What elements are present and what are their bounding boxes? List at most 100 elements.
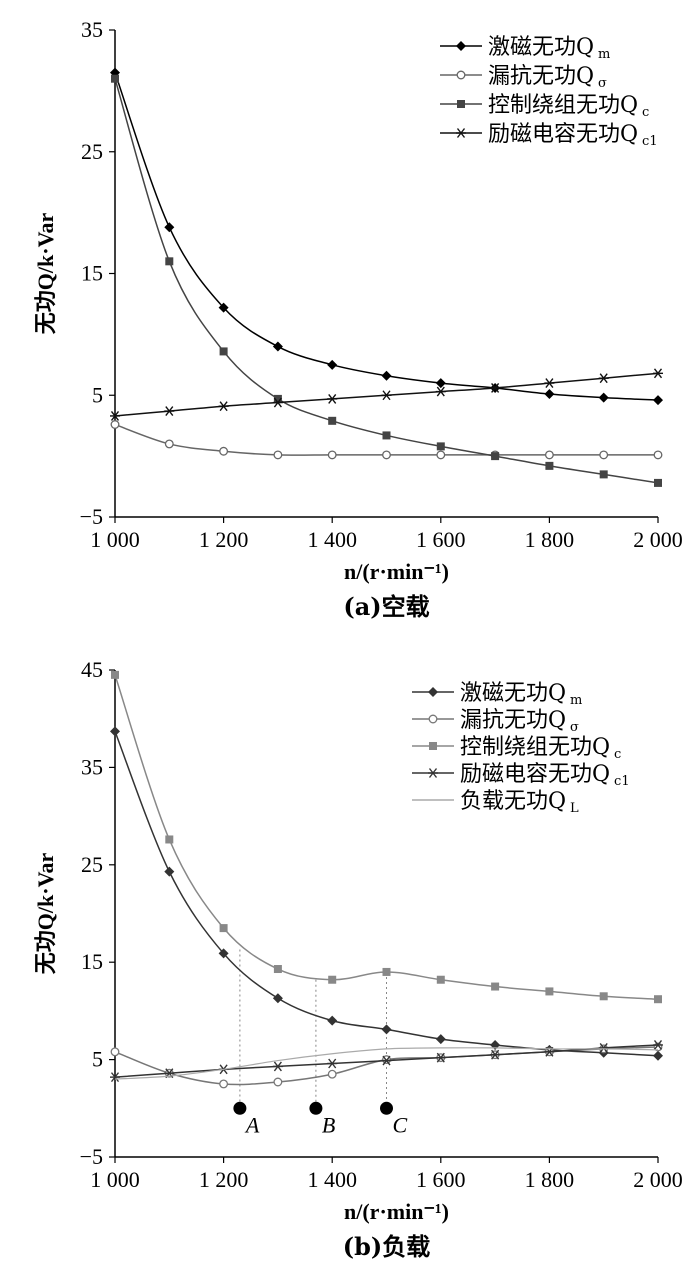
chart-b: −5 5 15 25 35 45 1 000 1 200 1 400 1 600 1 800 2 00… (33, 657, 683, 1261)
data-point (218, 401, 229, 412)
data-point (272, 993, 283, 1004)
data-point (598, 392, 609, 403)
data-point (273, 965, 282, 974)
legend-marker (428, 687, 438, 697)
data-point (653, 395, 663, 406)
data-point (219, 347, 228, 356)
legend-name: 激磁无功Q (460, 681, 566, 706)
legend-subscript: m (570, 693, 582, 708)
data-point (110, 411, 120, 421)
chart-caption: (a)空载 (343, 592, 429, 621)
series-4 (114, 1047, 659, 1080)
legend-marker (429, 742, 437, 750)
data-point (435, 1052, 446, 1063)
annotation-point (380, 1101, 393, 1115)
data-point (327, 359, 338, 370)
legend-subscript: c (642, 105, 649, 120)
x-tick-label: 1 000 (90, 527, 140, 552)
data-point (382, 967, 391, 976)
data-point (598, 1042, 609, 1053)
data-point (164, 866, 175, 877)
legend-marker (456, 41, 466, 51)
data-point (544, 378, 555, 389)
data-point (165, 835, 174, 844)
y-tick-label: 45 (81, 657, 103, 682)
data-point (110, 420, 120, 429)
legend-subscript: c (614, 747, 621, 762)
data-point (110, 1047, 120, 1057)
x-tick-label: 2 000 (633, 527, 683, 552)
series-3 (110, 1040, 663, 1083)
x-axis-label: n/(r·min⁻¹) (344, 1199, 449, 1224)
data-point (435, 378, 446, 389)
data-point (545, 461, 554, 470)
x-tick-label: 1 200 (199, 527, 249, 552)
legend-subscript: σ (598, 76, 607, 91)
legend-subscript: m (598, 47, 610, 62)
data-point (273, 1077, 283, 1087)
annotation-label: A (244, 1112, 260, 1137)
annotation-label: B (322, 1112, 335, 1137)
data-point (327, 1015, 338, 1026)
annotation-label: C (393, 1112, 408, 1137)
data-point (272, 397, 283, 408)
data-point (218, 948, 229, 959)
legend-subscript: c1 (614, 774, 630, 789)
data-point (653, 450, 663, 460)
data-point (381, 1055, 392, 1066)
legend-label: 励磁电容无功Q c1 (488, 122, 658, 149)
data-point (272, 1061, 283, 1072)
legend-subscript: L (570, 801, 579, 816)
legend-item: 控制绕组无功Q c (440, 93, 649, 120)
data-point (272, 341, 283, 352)
chart-a: −5 5 15 25 35 1 000 1 200 1 400 1 600 1 800 2 000 n… (33, 17, 683, 621)
y-tick-label: 35 (81, 754, 103, 779)
data-point (381, 390, 392, 401)
data-point (598, 373, 609, 384)
data-point (382, 431, 391, 440)
y-tick-label: 25 (81, 139, 103, 164)
legend-item: 漏抗无功Q σ (412, 708, 579, 735)
legend-name: 激磁无功Q (488, 35, 594, 60)
legend-label: 漏抗无功Q σ (460, 708, 579, 735)
data-point (599, 470, 608, 479)
data-point (165, 257, 174, 266)
data-point (219, 1079, 229, 1089)
annotation-point (233, 1101, 247, 1115)
data-point (327, 1069, 337, 1079)
data-point (654, 995, 662, 1004)
legend-name: 负载无功Q (460, 789, 566, 814)
data-point (273, 394, 282, 403)
y-tick-label: 5 (92, 1047, 103, 1072)
legend-name: 漏抗无功Q (488, 64, 594, 89)
legend-item: 控制绕组无功Q c (412, 735, 621, 762)
legend-name: 励磁电容无功Q (460, 762, 610, 787)
data-point (544, 450, 554, 460)
data-point (219, 924, 228, 933)
y-tick-label: −5 (80, 1144, 103, 1169)
legend-name: 控制绕组无功Q (460, 735, 610, 760)
legend-label: 控制绕组无功Q c (460, 735, 621, 762)
data-point (110, 726, 120, 737)
data-point (218, 302, 229, 313)
legend-item: 负载无功Q L (412, 789, 579, 816)
legend-marker (457, 100, 465, 108)
annotation-point (309, 1101, 323, 1115)
legend-label: 激磁无功Q m (488, 35, 610, 62)
data-point (111, 670, 119, 679)
data-point (164, 406, 175, 417)
data-point (110, 1072, 120, 1083)
data-point (490, 383, 501, 393)
data-point (490, 1049, 501, 1060)
x-tick-label: 1 600 (416, 1167, 466, 1192)
data-point (491, 982, 500, 991)
series-0 (110, 67, 663, 406)
y-axis-label: 无功Q/k·Var (33, 213, 58, 335)
data-point (436, 450, 446, 460)
y-tick-label: 15 (81, 261, 103, 286)
legend-item: 激磁无功Q m (412, 681, 582, 708)
legend-item: 漏抗无功Q σ (440, 64, 607, 91)
legend-label: 负载无功Q L (460, 789, 579, 816)
legend-label: 激磁无功Q m (460, 681, 582, 708)
